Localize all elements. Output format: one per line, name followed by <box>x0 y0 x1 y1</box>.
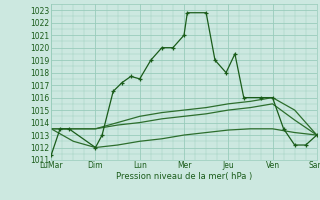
X-axis label: Pression niveau de la mer( hPa ): Pression niveau de la mer( hPa ) <box>116 172 252 181</box>
